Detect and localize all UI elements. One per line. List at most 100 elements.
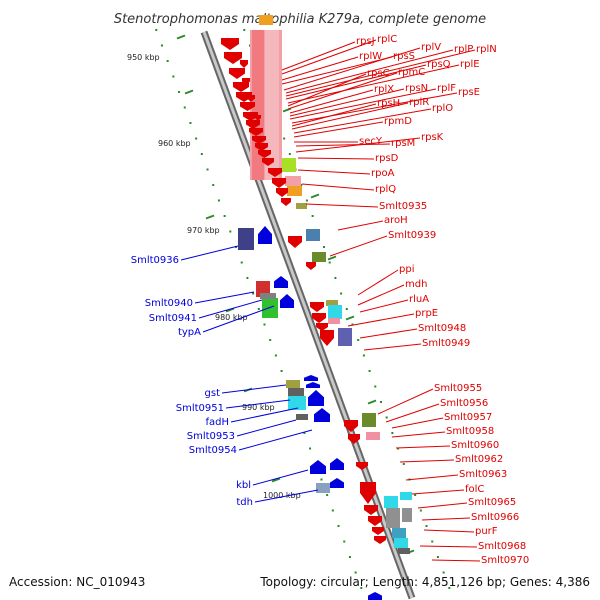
scale-ticks	[155, 29, 451, 589]
forward-gene-arrow	[233, 82, 249, 92]
forward-gene-label: Smlt0963	[459, 469, 507, 480]
forward-gene-label: folC	[465, 484, 484, 495]
gene-box	[394, 538, 408, 548]
scale-label: 1000 kbp	[263, 491, 301, 500]
gene-box	[286, 380, 300, 388]
forward-gene-label: Smlt0935	[379, 201, 427, 212]
forward-gene-label: rplO	[432, 103, 453, 114]
forward-gene-arrow	[268, 168, 282, 177]
forward-gene-label: rpmC	[398, 67, 425, 78]
forward-gene-label: Smlt0955	[434, 383, 482, 394]
scale-label: 990 kbp	[242, 403, 275, 412]
forward-gene-arrow	[255, 115, 261, 121]
gene-box	[328, 305, 342, 319]
gene-box	[296, 414, 308, 420]
reverse-leader-lines	[180, 245, 319, 503]
gene-box	[288, 396, 306, 410]
forward-gene-label: purF	[475, 526, 498, 537]
gene-box	[316, 483, 330, 493]
reverse-gene-arrow	[314, 408, 330, 422]
reverse-gene-arrow	[274, 276, 288, 288]
forward-gene-label: Smlt0948	[418, 323, 466, 334]
forward-gene-arrow	[281, 198, 291, 206]
gene-features	[221, 15, 412, 600]
forward-gene-label: Smlt0962	[455, 454, 503, 465]
forward-gene-arrow	[247, 95, 255, 102]
forward-gene-arrow	[306, 262, 316, 270]
forward-gene-arrow	[262, 158, 274, 166]
gene-box	[328, 318, 340, 324]
reverse-gene-label: fadH	[205, 417, 229, 428]
gene-box	[398, 548, 410, 554]
forward-gene-arrow	[255, 143, 268, 151]
reverse-gene-label: Smlt0941	[149, 313, 197, 324]
gene-box	[362, 413, 376, 427]
forward-gene-arrow	[229, 68, 245, 79]
reverse-gene-arrow	[310, 460, 326, 474]
forward-gene-arrow	[243, 112, 258, 121]
forward-gene-label: rplC	[377, 34, 397, 45]
forward-gene-label: rplF	[437, 83, 456, 94]
reverse-gene-arrow	[330, 478, 344, 488]
gene-box	[260, 293, 276, 299]
forward-gene-label: Smlt0956	[440, 398, 488, 409]
forward-gene-arrow	[276, 188, 288, 197]
gene-box	[366, 432, 380, 440]
forward-gene-arrow	[320, 330, 334, 346]
scale-label: 970 kbp	[187, 226, 220, 235]
forward-gene-label: Smlt0949	[422, 338, 470, 349]
forward-gene-label: rpmD	[384, 116, 412, 127]
forward-gene-arrow	[288, 236, 302, 248]
gene-box	[259, 15, 273, 25]
forward-gene-label: Smlt0960	[451, 440, 499, 451]
forward-gene-label: rluA	[409, 294, 429, 305]
forward-gene-label: rplV	[421, 42, 441, 53]
forward-gene-arrow	[316, 323, 328, 331]
reverse-gene-label: Smlt0953	[187, 431, 235, 442]
forward-gene-arrow	[344, 420, 358, 432]
forward-gene-label: mdh	[405, 279, 427, 290]
forward-gene-label: prpE	[415, 308, 438, 319]
forward-gene-label: rpoA	[371, 168, 395, 179]
summary-text: Topology: circular; Length: 4,851,126 bp…	[259, 575, 590, 589]
forward-gene-arrow	[249, 128, 263, 136]
reverse-gene-arrow	[330, 458, 344, 470]
gene-box	[400, 492, 412, 500]
reverse-gene-label: gst	[205, 388, 221, 399]
forward-gene-label: rpsH	[377, 98, 400, 109]
scale-label: 980 kbp	[215, 313, 248, 322]
forward-gene-arrow	[221, 38, 239, 50]
reverse-gene-arrow	[308, 390, 324, 406]
forward-gene-arrow	[360, 482, 376, 504]
reverse-gene-label: typA	[178, 327, 201, 338]
forward-gene-label: Smlt0966	[471, 512, 519, 523]
reverse-gene-arrow	[368, 592, 382, 600]
forward-gene-label: rpsE	[458, 87, 480, 98]
forward-gene-arrow	[368, 516, 382, 526]
forward-gene-label: Smlt0939	[388, 230, 436, 241]
forward-gene-label: rplP	[454, 44, 473, 55]
gene-box	[238, 228, 254, 250]
gene-box	[306, 229, 320, 241]
forward-gene-arrow	[364, 505, 378, 515]
forward-gene-label: rpsS	[393, 51, 415, 62]
gene-box	[285, 176, 301, 186]
scale-labels: 950 kbp 960 kbp 970 kbp 980 kbp 990 kbp 1000 …	[127, 53, 301, 500]
forward-gene-label: Smlt0970	[481, 555, 529, 566]
forward-gene-label: rplN	[476, 44, 497, 55]
gene-box	[282, 158, 296, 172]
forward-gene-label: rpsC	[367, 68, 390, 79]
forward-gene-label: Smlt0957	[444, 412, 492, 423]
reverse-gene-label: tdh	[236, 497, 253, 508]
forward-gene-label: rpsD	[375, 153, 399, 164]
gene-box	[287, 186, 302, 196]
forward-gene-label: rpsM	[391, 138, 415, 149]
gene-box	[288, 388, 304, 396]
forward-gene-label: rpsQ	[427, 59, 451, 70]
reverse-gene-label: Smlt0951	[176, 403, 224, 414]
forward-gene-arrow	[240, 60, 248, 68]
reverse-gene-label: kbl	[236, 480, 251, 491]
forward-gene-label: rpsJ	[356, 36, 375, 47]
forward-gene-arrow	[356, 462, 368, 470]
